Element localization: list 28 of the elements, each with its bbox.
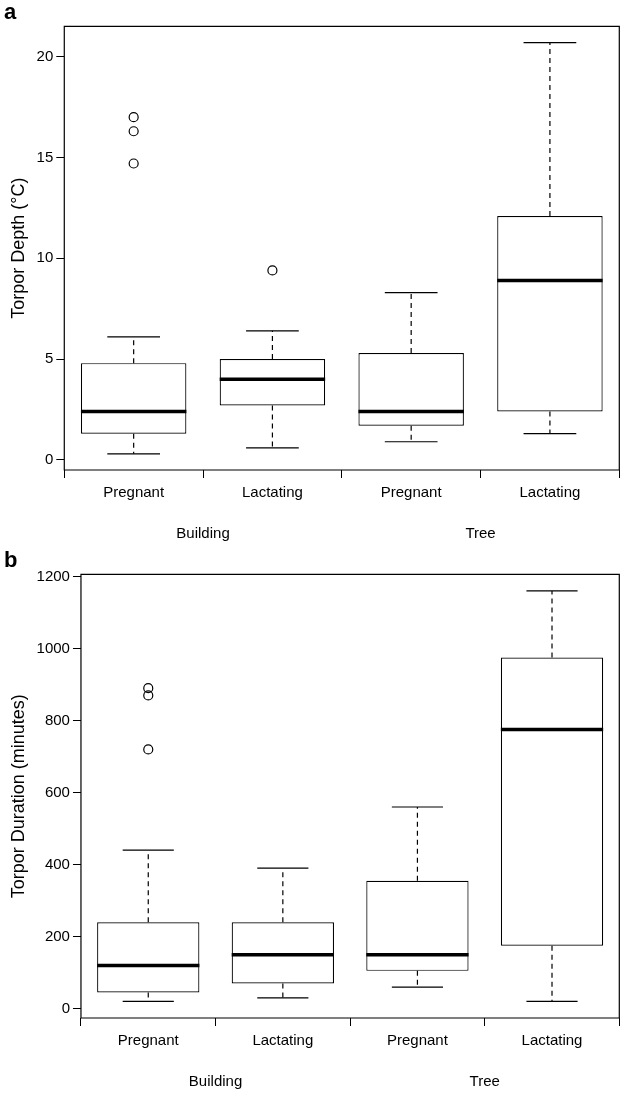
y-axis-title: Torpor Depth (°C)	[7, 177, 28, 319]
x-tick-label: Lactating	[252, 1031, 314, 1049]
x-tick-label: Pregnant	[380, 483, 443, 501]
chart-title: a	[4, 0, 17, 25]
y-tick-label: 200	[44, 926, 70, 944]
y-tick-label: 800	[44, 710, 70, 728]
text: Building	[176, 523, 230, 541]
text: Building	[188, 1071, 243, 1089]
x-tick-label: Lactating	[519, 483, 581, 501]
x-tick-label: Pregnant	[117, 1031, 180, 1049]
y-tick-label: 0	[61, 998, 70, 1016]
y-tick-label: 10	[36, 248, 54, 266]
y-tick-label: 5	[44, 349, 54, 367]
x-tick-label: Pregnant	[103, 483, 165, 501]
y-tick-label: 400	[44, 854, 70, 872]
y-tick-label: 0	[44, 450, 54, 468]
x-tick-label: Lactating	[241, 483, 303, 501]
y-tick-label: 1000	[36, 638, 70, 656]
text: Tree	[465, 523, 496, 541]
chart-title: b	[4, 547, 18, 573]
x-tick-label: Pregnant	[386, 1031, 449, 1049]
y-tick-label: 20	[36, 46, 54, 64]
y-tick-label: 1200	[36, 566, 70, 584]
y-tick-label: 600	[44, 782, 70, 800]
y-tick-label: 15	[36, 147, 54, 165]
y-axis-title: Torpor Duration (minutes)	[7, 694, 28, 899]
x-tick-label: Lactating	[521, 1031, 583, 1049]
text: Tree	[469, 1071, 500, 1089]
